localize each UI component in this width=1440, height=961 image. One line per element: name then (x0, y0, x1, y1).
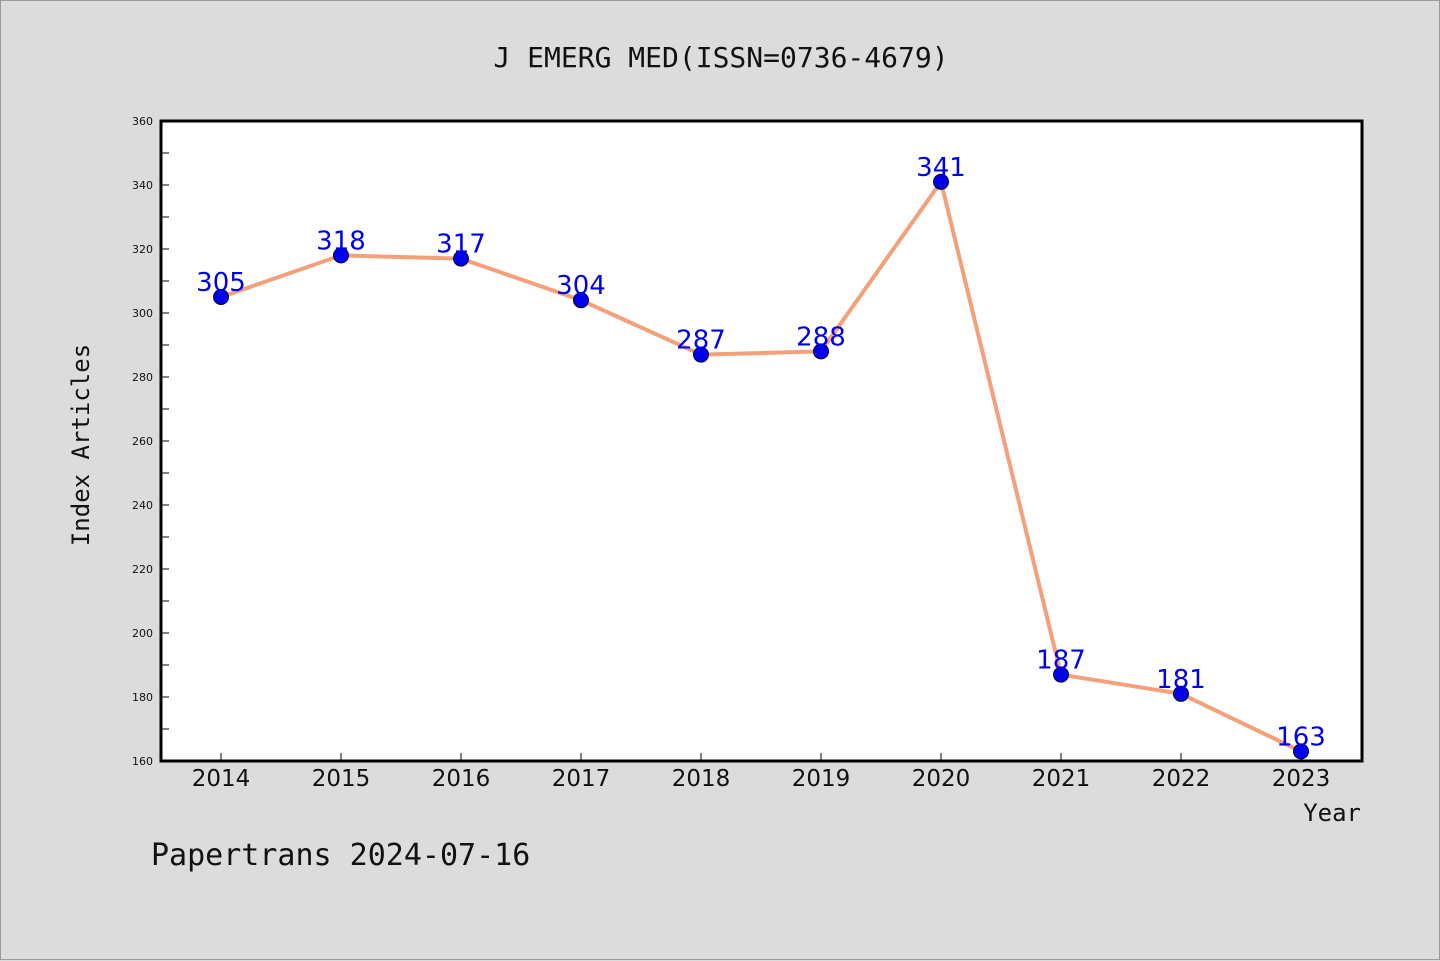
data-label: 318 (316, 226, 366, 256)
data-point (1173, 685, 1189, 702)
series-line (220, 179, 1302, 754)
x-tick-label: 2022 (1152, 766, 1211, 792)
data-label: 287 (676, 326, 726, 356)
plot-area (159, 119, 1364, 763)
y-tick-label: 240 (132, 499, 153, 512)
data-label: 341 (916, 153, 966, 183)
x-tick-label: 2017 (552, 766, 611, 792)
data-point (453, 250, 469, 267)
data-point (933, 173, 949, 190)
y-axis-label: Index Articles (67, 344, 95, 546)
y-tick-label: 280 (132, 371, 153, 384)
data-label: 317 (436, 230, 486, 260)
chart-title: J EMERG MED(ISSN=0736-4679) (493, 41, 948, 74)
data-label: 181 (1156, 665, 1206, 695)
data-point (813, 343, 829, 360)
x-tick-label: 2016 (432, 766, 491, 792)
watermark-text: Papertrans 2024-07-16 (151, 838, 530, 873)
x-tick-label: 2018 (672, 766, 731, 792)
data-point (333, 247, 349, 264)
data-label: 288 (796, 322, 846, 352)
y-tick-label: 300 (132, 307, 153, 320)
x-tick-label: 2015 (312, 766, 371, 792)
y-tick-label: 220 (132, 563, 153, 576)
y-tick-label: 340 (132, 179, 153, 192)
x-axis-ticks: 2014 2015 2016 2017 2018 2019 2020 2021 2022 2023 (192, 753, 1331, 792)
y-tick-label: 200 (132, 627, 153, 640)
x-axis-label: Year (1303, 799, 1361, 827)
x-tick-label: 2023 (1272, 766, 1331, 792)
y-axis-ticks: 160 180 200 220 240 260 280 300 320 340 360 (132, 115, 169, 768)
data-point (693, 346, 709, 363)
data-label: 305 (196, 268, 246, 298)
x-tick-label: 2014 (192, 766, 251, 792)
data-label: 187 (1036, 646, 1086, 676)
data-point (1293, 743, 1309, 760)
data-markers (213, 173, 1309, 760)
data-point (573, 292, 589, 309)
x-tick-label: 2021 (1032, 766, 1091, 792)
y-tick-label: 160 (132, 755, 153, 768)
x-tick-label: 2019 (792, 766, 851, 792)
y-tick-label: 320 (132, 243, 153, 256)
y-tick-label: 360 (132, 115, 153, 128)
data-label: 304 (556, 271, 606, 301)
data-point (213, 289, 229, 305)
data-point (1053, 666, 1069, 683)
y-tick-label: 180 (132, 691, 153, 704)
data-labels: 305 318 317 304 287 288 341 187 181 163 (196, 153, 1326, 753)
series-line-group (220, 179, 1302, 754)
data-label: 163 (1276, 722, 1326, 752)
y-tick-label: 260 (132, 435, 153, 448)
x-tick-label: 2020 (912, 766, 971, 792)
